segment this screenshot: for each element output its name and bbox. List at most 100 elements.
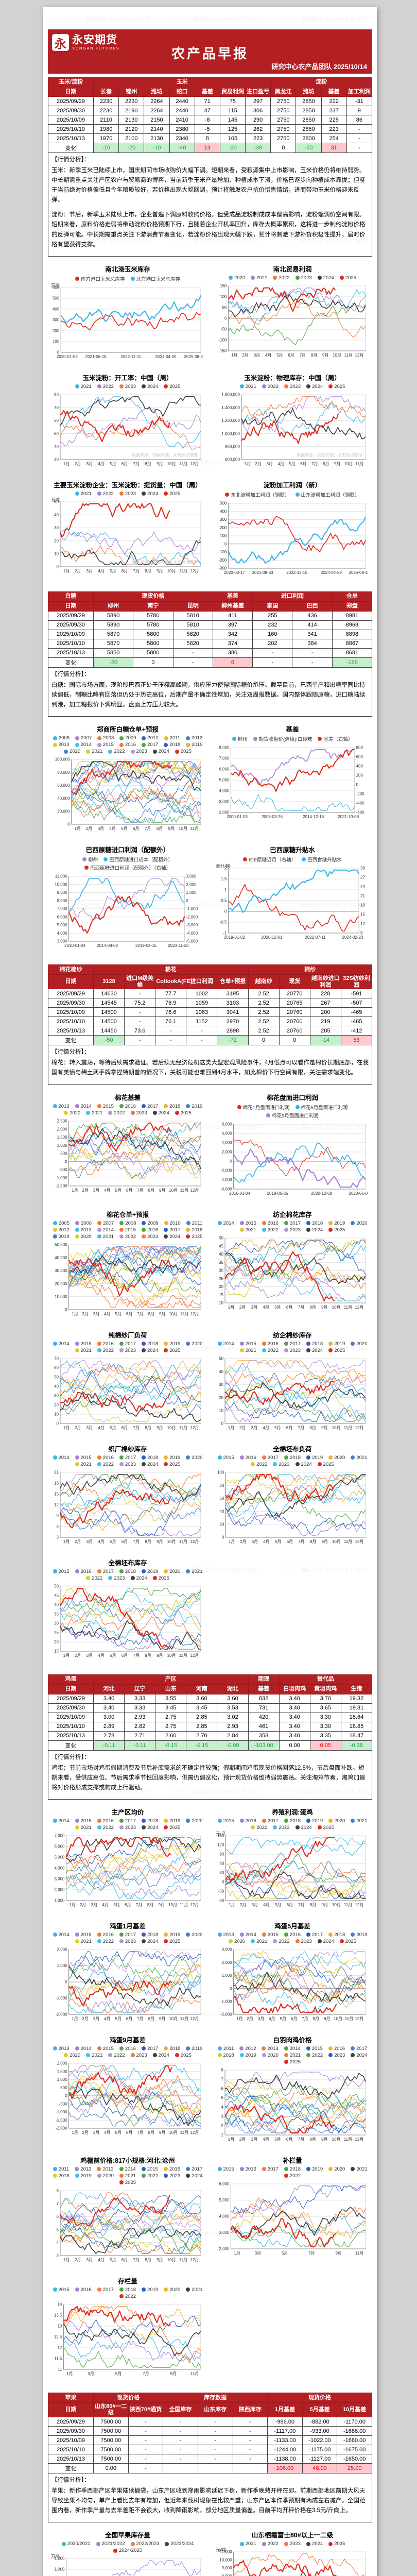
x-axis-tick-label: 11月 <box>179 2258 187 2262</box>
y-axis-tick-label: 15 <box>54 1649 59 1653</box>
legend-item: 2017 <box>262 1455 279 1461</box>
analysis-title: 【行情分析】： <box>51 157 90 163</box>
legend-marker-icon <box>232 737 236 741</box>
series-line <box>60 2212 201 2241</box>
series-line <box>231 2226 366 2247</box>
legend-marker-icon <box>142 1939 146 1944</box>
legend-item: 2019 <box>164 1341 180 1347</box>
legend-marker-icon <box>119 1348 124 1353</box>
x-axis-tick-label: 11月 <box>190 826 199 831</box>
series-line <box>60 295 201 323</box>
x-axis-tick-label: 3月 <box>251 1426 257 1430</box>
legend-item: 2025 <box>328 1348 345 1353</box>
x-axis-tick-label: 5月 <box>121 826 127 831</box>
chart-title: 巴西原糖进口利润（配额外） <box>85 846 170 854</box>
chart-plot: 100,000 80,000 60,000 40,000 20,000 0 1月 2月 3月 4月… <box>49 755 206 836</box>
x-axis-tick-label: 8月 <box>145 569 151 573</box>
x-axis-tick-label: 3月 <box>86 2258 93 2262</box>
legend-label: 2025 <box>289 2059 301 2065</box>
legend-marker-icon <box>164 1825 168 1830</box>
table-value-cell: 2120 <box>118 124 145 134</box>
legend-marker-icon <box>186 1228 190 1232</box>
legend-marker-icon <box>119 1455 124 1460</box>
table-value-cell: 2.75 <box>155 1721 187 1732</box>
series-line <box>63 2347 201 2368</box>
legend-marker-icon <box>119 1825 124 1830</box>
chart-title: 纺企棉纱库存 <box>273 1331 312 1339</box>
table-value-cell: 1002 <box>186 989 218 999</box>
table-value-cell: 75.2 <box>124 998 156 1008</box>
legend-marker-icon <box>119 742 124 747</box>
legend-label: 2022 <box>279 1938 290 1944</box>
legend-label: 2023 <box>125 383 136 389</box>
x-axis-tick-label: 3月 <box>88 2371 94 2376</box>
chart-egg-1: 养殖利润:蛋鸡 2015 2016 2017 2018 2019 2020 2021 2022 2… <box>214 1805 371 1912</box>
table-value-cell: - <box>197 2417 233 2427</box>
chart-legend: 2014 2015 2016 2017 2018 2019 2020 2021 2022 2023… <box>214 1341 371 1353</box>
table-value-cell: 2.93 <box>217 1721 249 1732</box>
change-value-cell: -0.11 <box>93 1740 125 1751</box>
x-axis-tick-label: 8月 <box>310 1903 316 1907</box>
chart-plot: 2,500 2,000 1,500 1,000 500 0 -500 -1,000 -1,500… <box>49 1117 206 1198</box>
legend-item: 2021 <box>86 1110 102 1116</box>
table-value-cell: - <box>124 989 156 999</box>
legend-item: 期货收盘价(连续):白砂糖 <box>253 735 312 742</box>
chart-legend: 2015 2016 2017 2018 2019 2020 2021 2022 <box>49 2287 206 2299</box>
legend-label: ICE原糖近月（右轴） <box>249 857 297 863</box>
legend-marker-icon <box>351 1455 355 1460</box>
legend-item: 2022 <box>262 2541 279 2547</box>
x-axis-tick-label: 12月 <box>355 1539 364 1544</box>
table-value-cell: -1127.00 <box>302 2454 338 2464</box>
series-line <box>60 1392 170 1412</box>
series-line <box>60 2192 201 2221</box>
chart-title: 纯棉纱厂负荷 <box>108 1331 147 1339</box>
x-axis-tick-label: 7月 <box>300 353 306 358</box>
x-axis-tick-label: 3月 <box>93 2130 99 2135</box>
legend-label: 2017 <box>289 1220 301 1226</box>
series-line <box>60 2212 201 2236</box>
chart-apple-1: 山东栖霞富士80#以上一二级 2021 2022 2023 2024 2025 元/吨 11,… <box>214 2528 371 2576</box>
y-axis-tick-label: 40,000 <box>57 796 70 801</box>
table-column-header: 锦州 <box>118 87 145 97</box>
table-value-cell: 14450 <box>93 1026 125 1036</box>
series-line <box>63 2315 201 2345</box>
legend-label: 2024 <box>158 749 169 755</box>
table-value-cell: 2850 <box>296 115 322 125</box>
x-axis-tick-label: 8月 <box>145 1539 151 1544</box>
series-line <box>60 2195 201 2232</box>
legend-label: 2025 <box>169 1347 181 1353</box>
table-value-cell: - <box>197 2426 233 2436</box>
x-axis-tick-label: 2022-07-11 <box>305 935 326 940</box>
legend-marker-icon <box>75 276 79 281</box>
legend-label: 2024 <box>147 1347 159 1353</box>
series-line <box>68 1248 201 1280</box>
legend-item: 2020 <box>328 2166 345 2172</box>
legend-item: 2012 <box>239 2046 256 2052</box>
x-axis-tick-label: 2019-04-15 <box>135 943 157 948</box>
table-value-cell: 3.45 <box>155 1703 187 1713</box>
x-axis-tick-label: 2016-01-04 <box>229 1191 250 1196</box>
x-axis-tick-label: 2月 <box>75 569 81 573</box>
table-value-cell: 1152 <box>186 1016 218 1027</box>
table-value-cell: 18.47 <box>340 1731 373 1741</box>
chart-legend: 东北淀粉加工利润（钢联） 山东淀粉加工利润（钢联） <box>214 491 371 498</box>
chart-legend: 2013 2014 2015 2016 2017 2018 2019 2020 2021 2022… <box>49 2046 206 2058</box>
chart-title: 存栏量 <box>118 2277 137 2285</box>
x-axis-tick-label: 5月 <box>274 1426 281 1430</box>
x-axis-tick-label: 7月 <box>311 462 318 466</box>
chart-plot: 80 70 60 50 40 30 1月 2月 3月 4月 5月 6月 7月 8月 9月 10月 11月 12月数… <box>49 391 206 471</box>
section-egg: 鸡蛋 产区 期现 替代品 日期 河北 辽宁 山东 河南 湖北 基差 白羽肉鸡 黄羽肉鸡 生猪 2025/09… <box>48 1674 373 2389</box>
x-axis-tick-label: 4月 <box>98 2258 104 2262</box>
x-axis-tick-label: 9月 <box>157 1539 163 1544</box>
legend-label: 2015 <box>267 1931 279 1938</box>
y-axis-tick-label: 600 <box>53 285 60 290</box>
y-axis-tick-label: 1,000 <box>57 1143 68 1147</box>
table-group-header: 库存数据 <box>163 2392 268 2403</box>
series-line <box>60 410 170 442</box>
legend-item: 2012 <box>53 1227 70 1233</box>
legend-label: 2008 <box>103 735 114 741</box>
legend-marker-icon <box>142 1104 146 1109</box>
series-line <box>224 1265 366 1297</box>
legend-label: 柳州 <box>88 857 98 863</box>
legend-label: 2025 <box>180 1110 192 1116</box>
